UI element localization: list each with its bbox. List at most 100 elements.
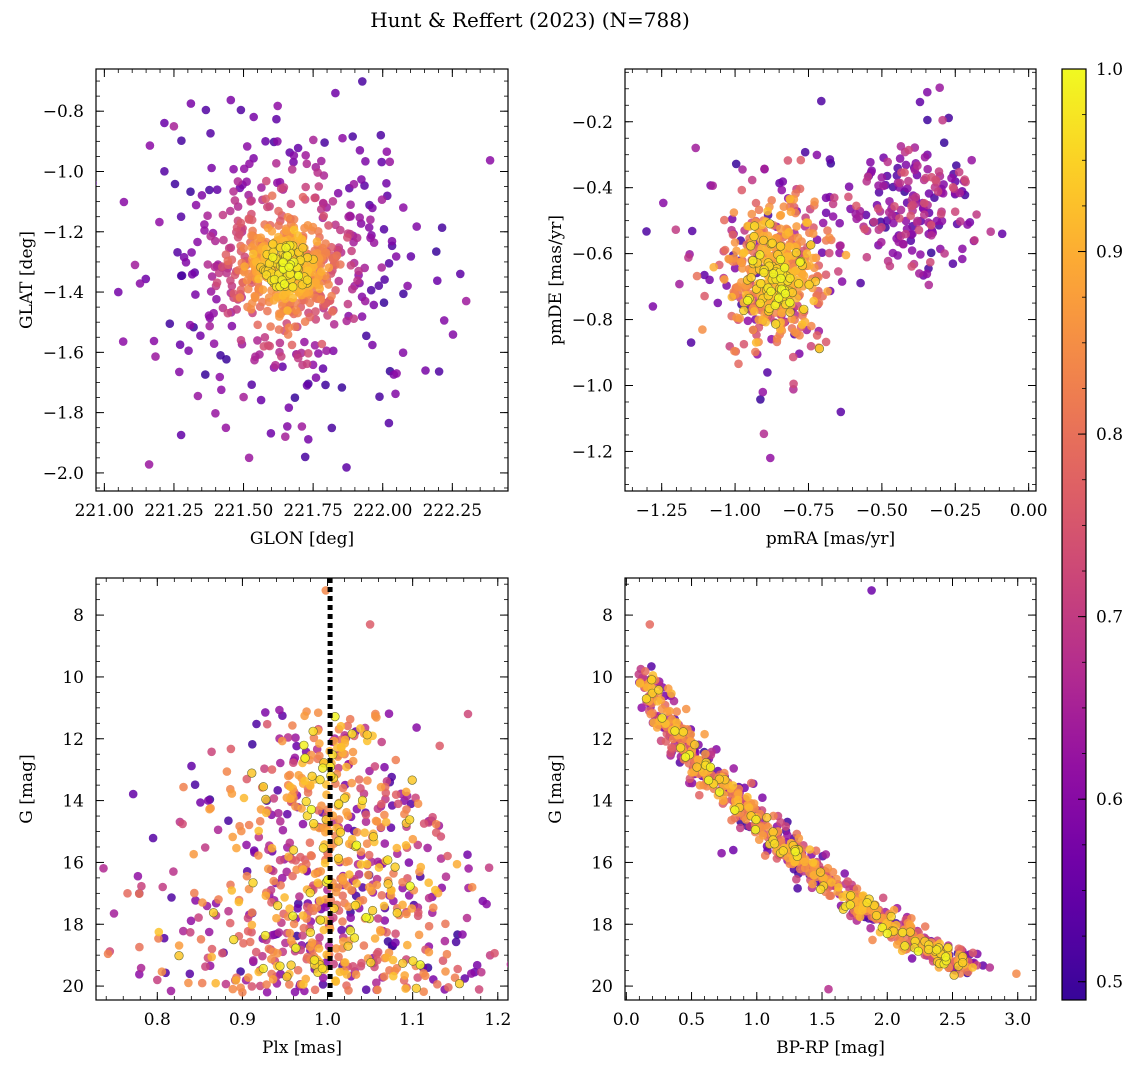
scatter-point	[176, 212, 186, 221]
scatter-point	[804, 280, 814, 290]
scatter-point	[931, 175, 940, 185]
scatter-point	[315, 896, 325, 905]
scatter-point	[867, 586, 876, 595]
scatter-point	[840, 869, 849, 878]
scatter-point	[225, 918, 235, 928]
scatter-point	[273, 949, 282, 958]
scatter-point	[262, 987, 272, 997]
scatter-point	[708, 181, 717, 190]
scatter-point	[845, 900, 855, 910]
scatter-point	[785, 194, 795, 204]
scatter-point	[317, 267, 326, 276]
scatter-point	[743, 316, 753, 326]
colorbar-tick-label: 0.5	[1096, 973, 1123, 993]
scatter-point	[205, 321, 214, 331]
scatter-point	[413, 840, 423, 850]
scatter-point	[728, 230, 738, 239]
scatter-point	[185, 969, 195, 979]
scatter-point	[923, 164, 932, 174]
scatter-point	[283, 330, 293, 339]
scatter-point	[290, 393, 300, 403]
y-axis-label: pmDE [mas/yr]	[546, 215, 566, 345]
scatter-point	[284, 852, 293, 861]
scatter-point	[184, 346, 193, 356]
scatter-point	[273, 137, 282, 146]
scatter-point	[271, 360, 280, 370]
scatter-point	[198, 898, 207, 907]
scatter-point	[285, 782, 295, 791]
scatter-point	[261, 808, 271, 818]
scatter-point	[780, 263, 790, 273]
scatter-point	[239, 164, 249, 174]
scatter-point	[907, 246, 917, 255]
scatter-point	[886, 911, 896, 922]
scatter-point	[814, 344, 825, 354]
scatter-point	[456, 269, 465, 279]
scatter-point	[802, 218, 811, 227]
scatter-point	[431, 828, 441, 837]
scatter-point	[888, 248, 898, 258]
scatter-point	[940, 249, 949, 258]
scatter-point	[276, 758, 285, 768]
scatter-point	[149, 336, 159, 346]
scatter-point	[812, 150, 822, 160]
scatter-point	[681, 704, 691, 714]
scatter-point	[799, 304, 809, 314]
scatter-point	[261, 794, 271, 805]
scatter-point	[357, 795, 368, 806]
y-tick-label: −1.4	[43, 283, 84, 303]
scatter-point	[233, 177, 243, 186]
scatter-point	[482, 899, 491, 909]
scatter-point	[224, 243, 234, 253]
scatter-point	[259, 342, 269, 351]
panel-bprp-g: 0.0 0.5 1.0 1.5 2.0 2.5 3.0 8 10 12 14 16 18 20 BP-RP …	[546, 577, 1037, 1058]
scatter-point	[291, 943, 301, 953]
scatter-point	[441, 872, 451, 881]
scatter-point	[345, 870, 354, 879]
scatter-point	[515, 869, 524, 878]
scatter-point	[370, 762, 380, 771]
scatter-point	[262, 176, 271, 186]
scatter-point	[268, 975, 278, 984]
scatter-point	[174, 951, 184, 961]
scatter-point	[273, 900, 283, 911]
scatter-point	[288, 721, 297, 730]
scatter-point	[349, 933, 360, 943]
scatter-point	[896, 205, 906, 215]
scatter-point	[751, 814, 761, 825]
scatter-point	[642, 227, 651, 236]
scatter-points	[99, 586, 524, 997]
scatter-point	[366, 285, 376, 295]
scatter-point	[882, 928, 892, 939]
scatter-point	[267, 191, 277, 200]
scatter-point	[924, 280, 934, 290]
scatter-point	[353, 276, 362, 285]
scatter-point	[305, 838, 315, 847]
scatter-point	[884, 208, 894, 217]
scatter-point	[256, 233, 266, 242]
scatter-point	[920, 922, 930, 931]
scatter-point	[667, 689, 676, 698]
scatter-point	[212, 294, 221, 304]
scatter-point	[907, 954, 917, 963]
scatter-point	[836, 407, 846, 417]
x-axis-label: GLON [deg]	[250, 529, 354, 549]
scatter-point	[228, 984, 238, 994]
scatter-point	[948, 183, 958, 192]
y-tick-label: −1.6	[43, 343, 84, 363]
scatter-point	[901, 229, 910, 239]
scatter-point	[278, 825, 288, 835]
scatter-point	[737, 185, 747, 195]
scatter-point	[371, 816, 381, 826]
y-axis-label: GLAT [deg]	[17, 231, 37, 329]
scatter-point	[343, 299, 353, 309]
scatter-point	[943, 942, 953, 953]
scatter-point	[141, 274, 151, 284]
scatter-point	[416, 862, 426, 872]
x-tick-label: 0.5	[678, 1010, 705, 1030]
scatter-point	[686, 338, 696, 347]
scatter-point	[313, 878, 323, 888]
scatter-point	[338, 783, 348, 793]
scatter-point	[253, 336, 262, 345]
